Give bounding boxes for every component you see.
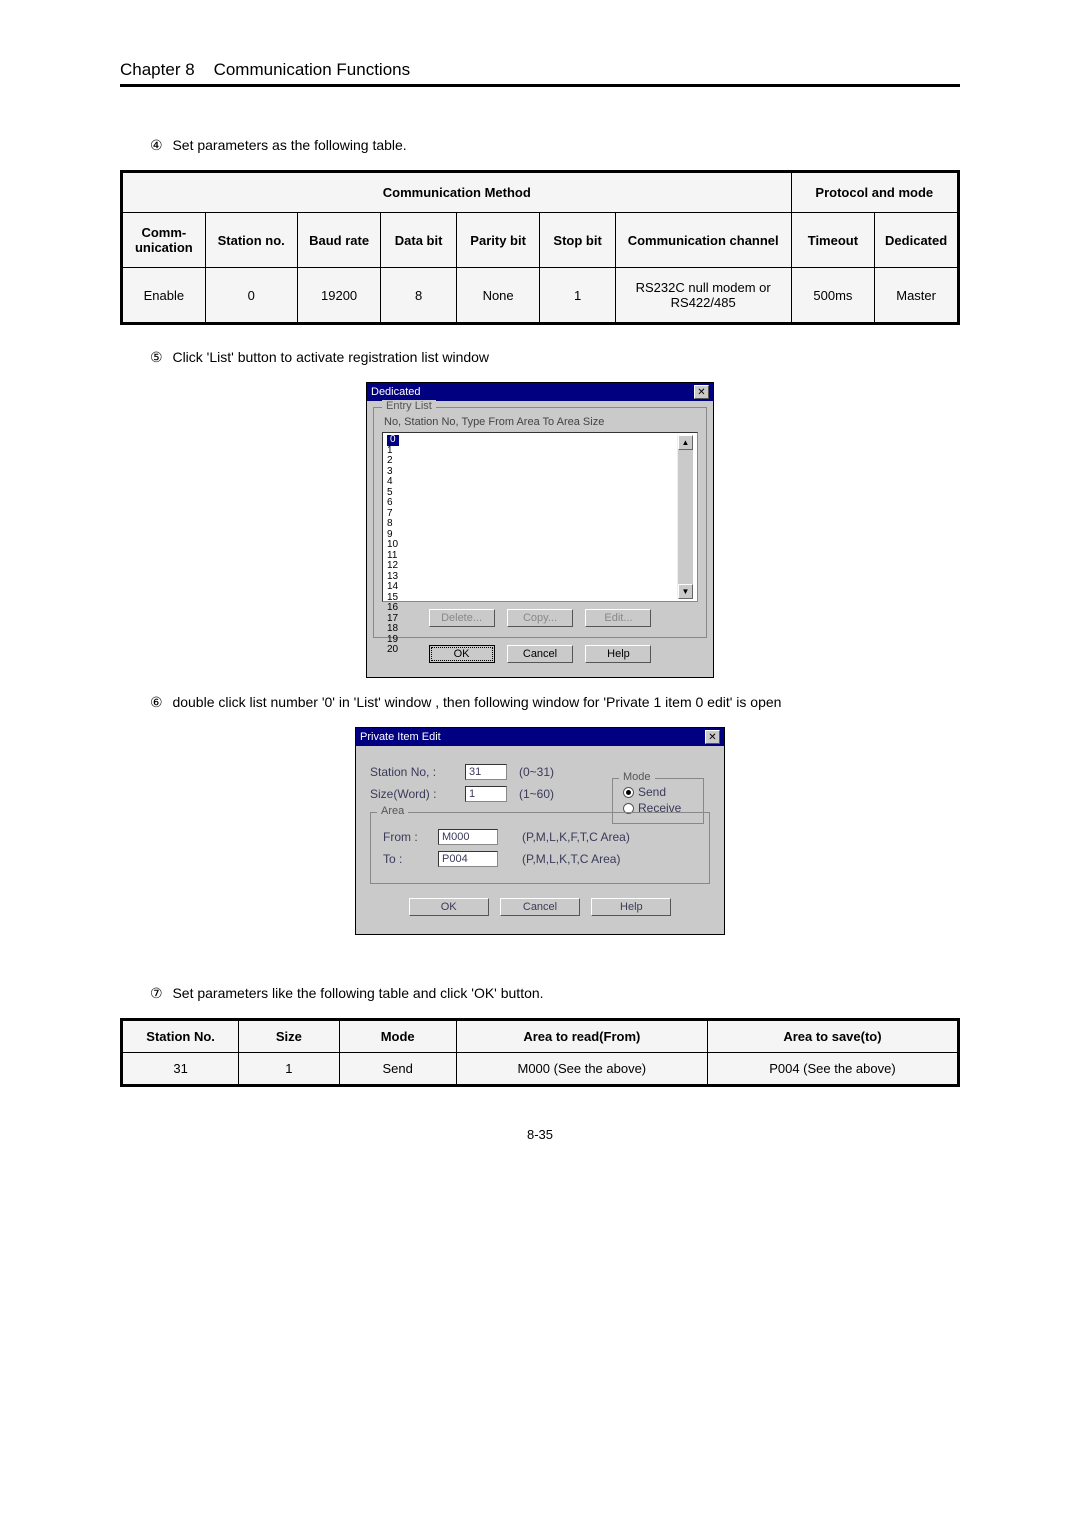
ok-button[interactable]: OK (429, 645, 495, 663)
col-header: Comm-unication (122, 213, 206, 268)
params-table: Station No. Size Mode Area to read(From)… (120, 1018, 960, 1087)
table-cell: 500ms (791, 268, 875, 324)
table-cell: Enable (122, 268, 206, 324)
table-cell: 0 (205, 268, 297, 324)
scroll-down-icon[interactable]: ▼ (678, 584, 693, 599)
list-header: No, Station No, Type From Area To Area S… (382, 416, 698, 432)
close-icon[interactable]: ✕ (694, 385, 709, 399)
step-number-icon: ④ (150, 137, 163, 154)
step-number-icon: ⑤ (150, 349, 163, 366)
private-item-edit-dialog: Private Item Edit ✕ Station No, : 31 (0~… (355, 727, 725, 935)
table-cell: Master (875, 268, 959, 324)
button-row: OK Cancel Help (370, 898, 710, 916)
send-radio[interactable]: Send (623, 785, 693, 799)
step-text: Set parameters as the following table. (172, 137, 406, 153)
col-header: Communication channel (615, 213, 791, 268)
comm-method-table: Communication Method Protocol and mode C… (120, 170, 960, 325)
close-icon[interactable]: ✕ (705, 730, 720, 744)
chapter-number: Chapter 8 (120, 60, 195, 79)
col-header: Station No. (122, 1020, 239, 1053)
table-cell: 31 (122, 1053, 239, 1086)
step-number-icon: ⑦ (150, 985, 163, 1002)
delete-button[interactable]: Delete... (429, 609, 495, 627)
dedicated-dialog: Dedicated ✕ No, Station No, Type From Ar… (366, 382, 714, 678)
size-label: Size(Word) : (370, 787, 465, 801)
list-box[interactable]: 01234567891011121314151617181920 ▲ ▼ (382, 432, 698, 602)
cancel-button[interactable]: Cancel (507, 645, 573, 663)
table-header: Communication Method (122, 172, 792, 213)
cancel-button[interactable]: Cancel (500, 898, 580, 916)
col-header: Data bit (381, 213, 456, 268)
table-cell: None (456, 268, 540, 324)
edit-button[interactable]: Edit... (585, 609, 651, 627)
col-header: Station no. (205, 213, 297, 268)
col-header: Size (239, 1020, 339, 1053)
table-cell: 1 (239, 1053, 339, 1086)
step-text: Click 'List' button to activate registra… (172, 349, 489, 365)
step-6: ⑥ double click list number '0' in 'List'… (150, 694, 960, 711)
dialog-title: Private Item Edit (360, 731, 441, 743)
copy-button[interactable]: Copy... (507, 609, 573, 627)
table-cell: Send (339, 1053, 456, 1086)
col-header: Mode (339, 1020, 456, 1053)
dialog-titlebar: Private Item Edit ✕ (356, 728, 724, 746)
step-text: double click list number '0' in 'List' w… (172, 694, 781, 710)
help-button[interactable]: Help (591, 898, 671, 916)
to-hint: (P,M,L,K,T,C Area) (522, 852, 620, 866)
table-cell: 19200 (297, 268, 381, 324)
from-label: From : (383, 830, 438, 844)
scroll-up-icon[interactable]: ▲ (678, 435, 693, 450)
station-input[interactable]: 31 (465, 764, 507, 780)
list-rows: 01234567891011121314151617181920 (387, 435, 399, 599)
table-cell: 8 (381, 268, 456, 324)
ok-button[interactable]: OK (409, 898, 489, 916)
area-title: Area (377, 805, 408, 817)
table-cell: P004 (See the above) (707, 1053, 958, 1086)
scrollbar[interactable]: ▲ ▼ (677, 435, 693, 599)
step-7: ⑦ Set parameters like the following tabl… (150, 985, 960, 1002)
table-cell: M000 (See the above) (456, 1053, 707, 1086)
station-label: Station No, : (370, 765, 465, 779)
step-5: ⑤ Click 'List' button to activate regist… (150, 349, 960, 366)
from-hint: (P,M,L,K,F,T,C Area) (522, 830, 630, 844)
dialog-titlebar: Dedicated ✕ (367, 383, 713, 401)
size-input[interactable]: 1 (465, 786, 507, 802)
col-header: Stop bit (540, 213, 615, 268)
to-label: To : (383, 852, 438, 866)
help-button[interactable]: Help (585, 645, 651, 663)
col-header: Parity bit (456, 213, 540, 268)
dialog-title: Dedicated (371, 386, 421, 398)
dialog-body: Station No, : 31 (0~31) Size(Word) : 1 (… (356, 746, 724, 934)
col-header: Dedicated (875, 213, 959, 268)
button-row: Delete... Copy... Edit... (382, 608, 698, 627)
col-header: Baud rate (297, 213, 381, 268)
step-text: Set parameters like the following table … (172, 985, 543, 1001)
button-row: OK Cancel Help (367, 644, 713, 671)
col-header: Area to save(to) (707, 1020, 958, 1053)
from-input[interactable]: M000 (438, 829, 498, 845)
from-row: From : M000 (P,M,L,K,F,T,C Area) (383, 829, 697, 845)
to-row: To : P004 (P,M,L,K,T,C Area) (383, 851, 697, 867)
mode-title: Mode (619, 771, 655, 783)
send-label: Send (638, 785, 666, 799)
document-page: Chapter 8 Communication Functions ④ Set … (0, 0, 1080, 1182)
table-cell: 1 (540, 268, 615, 324)
page-number: 8-35 (120, 1127, 960, 1142)
col-header: Timeout (791, 213, 875, 268)
entry-list-group: No, Station No, Type From Area To Area S… (373, 407, 707, 638)
chapter-header: Chapter 8 Communication Functions (120, 60, 960, 87)
station-range: (0~31) (519, 765, 554, 779)
step-number-icon: ⑥ (150, 694, 163, 711)
to-input[interactable]: P004 (438, 851, 498, 867)
step-4: ④ Set parameters as the following table. (150, 137, 960, 154)
col-header: Area to read(From) (456, 1020, 707, 1053)
table-cell: RS232C null modem or RS422/485 (615, 268, 791, 324)
table-header: Protocol and mode (791, 172, 958, 213)
area-group: Area From : M000 (P,M,L,K,F,T,C Area) To… (370, 812, 710, 884)
size-range: (1~60) (519, 787, 554, 801)
chapter-title: Communication Functions (214, 60, 411, 79)
